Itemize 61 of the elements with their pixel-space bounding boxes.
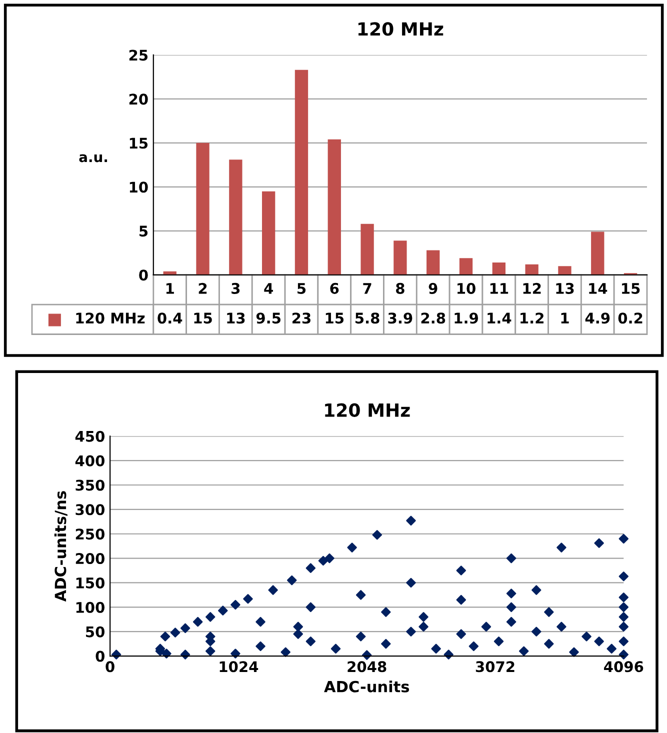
data-label: 1.4 [488,312,512,324]
x-tick-label: 1024 [220,661,258,672]
x-tick-label: 14 [589,283,608,294]
y-tick-label: 15 [130,138,148,149]
x-tick-label: 13 [556,282,574,294]
data-label: 1 [561,312,569,324]
data-label: 1.9 [454,312,478,324]
bar [558,266,572,275]
x-tick-label: 9 [428,282,438,294]
x-tick-label: 8 [396,282,404,294]
legend-label: 120 MHz [76,312,145,324]
chart-title: 120 MHz [325,403,410,417]
y-tick-label: 20 [129,94,148,105]
y-tick-label: 350 [76,480,104,491]
y-tick-label: 25 [129,50,148,61]
data-label: 2.8 [421,312,446,324]
data-label: 1.2 [520,312,544,324]
data-label: 0.4 [158,312,182,324]
data-label: 0.2 [618,312,642,324]
y-axis-title: a.u. [79,154,108,162]
data-label: 3.9 [388,312,412,324]
x-tick-label: 1 [166,283,174,294]
bar [525,264,538,275]
x-tick-label: 10 [458,282,476,294]
x-tick-label: 0 [106,661,114,672]
y-axis-title: ADC-units/ns [54,491,68,602]
x-tick-label: 5 [298,283,306,294]
y-tick-label: 50 [86,626,104,638]
data-label: 13 [227,312,245,324]
x-tick-label: 11 [490,283,508,294]
y-tick-label: 450 [75,430,104,442]
y-tick-label: 10 [130,182,148,193]
x-tick-label: 3072 [476,661,514,672]
data-label: 15 [326,312,344,324]
y-tick-label: 0 [96,650,104,662]
data-label: 15 [194,312,212,324]
data-label: 5.8 [356,312,380,324]
x-tick-label: 12 [523,282,541,294]
y-tick-label: 5 [140,226,148,237]
x-tick-label: 3 [232,282,240,294]
x-tick-label: 15 [622,283,640,294]
x-axis-title: ADC-units [324,680,410,692]
y-tick-label: 250 [76,528,104,540]
x-tick-label: 6 [330,282,339,294]
chart-title: 120 MHz [358,22,444,36]
x-tick-label: 7 [363,283,372,294]
y-tick-label: 150 [76,577,104,588]
x-tick-label: 2 [198,282,207,294]
y-tick-label: 300 [76,504,104,516]
x-tick-label: 4096 [604,661,644,672]
y-tick-label: 0 [139,270,148,281]
bar [459,258,473,275]
x-tick-label: 2048 [348,661,386,672]
y-tick-label: 100 [76,602,104,613]
data-label: 23 [292,312,310,324]
bar [492,262,506,275]
data-label: 4.9 [585,312,610,324]
y-tick-label: 400 [75,455,104,466]
data-label: 9.5 [256,312,280,324]
y-tick-label: 200 [76,553,104,564]
x-tick-label: 4 [264,283,273,294]
